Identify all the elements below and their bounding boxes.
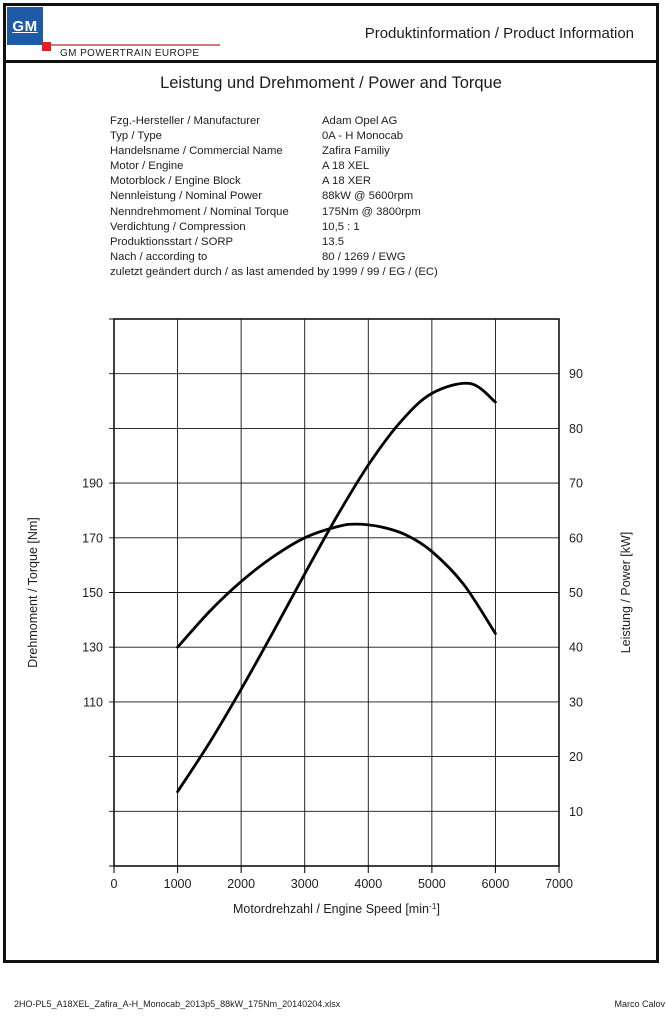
header-separator [6, 60, 656, 63]
spec-value: 175Nm @ 3800rpm [322, 205, 421, 218]
right-tick-label: 30 [569, 695, 583, 709]
red-square-marker [42, 42, 51, 51]
left-tick-label: 150 [82, 586, 103, 600]
spec-row: Produktionsstart / SORP 13.5 [110, 235, 650, 250]
spec-rows: Fzg.-Hersteller / Manufacturer Adam Opel … [110, 114, 650, 265]
x-tick-label: 5000 [418, 877, 446, 891]
x-axis-title: Motordrehzahl / Engine Speed [min-1] [233, 901, 440, 916]
spec-value: 80 / 1269 / EWG [322, 250, 406, 263]
spec-label: Fzg.-Hersteller / Manufacturer [110, 115, 261, 127]
power-torque-chart: 0 1000 2000 3000 4000 5000 6000 7000 190 170 150 13… [6, 304, 666, 936]
right-tick-label: 20 [569, 750, 583, 764]
x-tick-label: 2000 [227, 877, 255, 891]
spec-value: 88kW @ 5600rpm [322, 190, 414, 203]
power-curve [176, 381, 497, 793]
gm-logo: GM [7, 7, 43, 45]
page-title: Leistung und Drehmoment / Power and Torq… [160, 74, 502, 92]
spec-value: A 18 XER [322, 175, 371, 188]
spec-row: Motorblock / Engine Block A 18 XER [110, 174, 650, 189]
right-tick-label: 40 [569, 641, 583, 655]
document-type-title: Produktinformation / Product Information [364, 25, 634, 42]
spec-row: Fzg.-Hersteller / Manufacturer Adam Opel … [110, 114, 650, 129]
x-tick-label: 0 [111, 877, 118, 891]
spec-row: Motor / Engine A 18 XEL [110, 159, 650, 174]
spec-row: Typ / Type 0A - H Monocab [110, 129, 650, 144]
x-tick-label: 4000 [354, 877, 382, 891]
right-tick-label: 10 [569, 805, 583, 819]
spec-label: Produktionsstart / SORP [110, 235, 234, 248]
x-tick-label: 3000 [291, 877, 319, 891]
plot-border [113, 318, 560, 867]
spec-value: 13.5 [322, 235, 344, 248]
spec-label: Motor / Engine [110, 160, 184, 173]
red-divider-line [51, 44, 220, 46]
right-tick-label: 80 [569, 422, 583, 436]
spec-footnote: zuletzt geändert durch / as last amended… [110, 265, 438, 278]
x-tick-label: 1000 [164, 877, 192, 891]
spec-row: Verdichtung / Compression 10,5 : 1 [110, 220, 650, 235]
left-tick-label: 110 [83, 695, 103, 709]
x-tick-label: 7000 [545, 877, 573, 891]
spec-label: Nach / according to [110, 250, 208, 263]
document-border: GM GM POWERTRAIN EUROPE Produktinformati… [3, 3, 659, 963]
footer-filename: 2HO-PL5_A18XEL_Zafira_A-H_Monocab_2013p5… [14, 999, 341, 1009]
chart-canvas: 0 1000 2000 3000 4000 5000 6000 7000 190 170 150 13… [26, 318, 633, 916]
spec-value: Adam Opel AG [322, 115, 398, 127]
spec-label: Verdichtung / Compression [110, 220, 246, 233]
spec-value: A 18 XEL [322, 160, 370, 173]
spec-label: Motorblock / Engine Block [110, 175, 241, 188]
spec-row: Nennleistung / Nominal Power 88kW @ 5600r… [110, 189, 650, 204]
left-tick-label: 170 [82, 531, 103, 545]
spec-table: Fzg.-Hersteller / Manufacturer Adam Opel … [110, 114, 650, 280]
spec-value: Zafira Familiy [322, 145, 390, 158]
spec-value: 0A - H Monocab [322, 130, 404, 143]
footer-author: Marco Calov [614, 999, 665, 1009]
spec-label: Nennleistung / Nominal Power [110, 190, 262, 203]
left-axis-title: Drehmoment / Torque [Nm] [26, 517, 40, 668]
torque-curve [176, 522, 497, 649]
left-tick-label: 130 [82, 641, 103, 655]
right-tick-label: 70 [569, 477, 583, 491]
spec-row: Handelsname / Commercial Name Zafira Fami… [110, 144, 650, 159]
spec-row: Nenndrehmoment / Nominal Torque 175Nm @ 3… [110, 205, 650, 220]
spec-value: 10,5 : 1 [322, 220, 360, 233]
right-tick-label: 90 [569, 367, 583, 381]
brand-name: GM POWERTRAIN EUROPE [60, 48, 200, 59]
spec-label: Handelsname / Commercial Name [110, 145, 283, 158]
x-tick-label: 6000 [482, 877, 510, 891]
spec-label: Nenndrehmoment / Nominal Torque [110, 205, 289, 218]
spec-row: Nach / according to 80 / 1269 / EWG [110, 250, 650, 265]
gm-logo-text: GM [12, 17, 38, 35]
right-tick-label: 60 [569, 531, 583, 545]
right-axis-title: Leistung / Power [kW] [619, 532, 633, 654]
left-tick-label: 190 [82, 477, 103, 491]
right-tick-label: 50 [569, 586, 583, 600]
spec-label: Typ / Type [110, 130, 162, 143]
